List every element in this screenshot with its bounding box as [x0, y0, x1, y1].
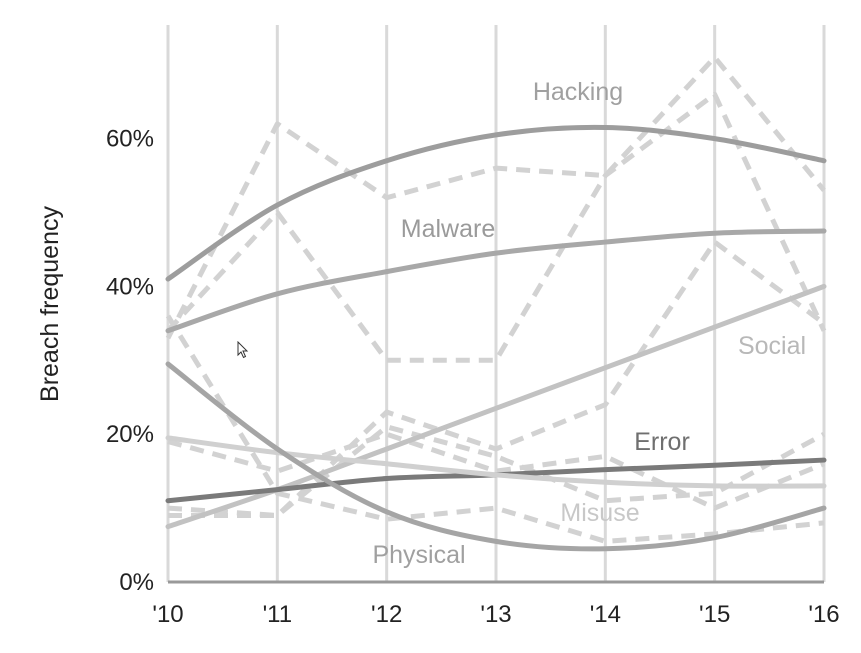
y-tick-40: 40% — [106, 273, 154, 300]
series-label-misuse: Misuse — [560, 499, 639, 527]
x-tick-6: '16 — [808, 601, 839, 628]
mouse-pointer-icon — [237, 341, 249, 359]
series-labels: Hacking Malware Social Error Misuse Physical — [372, 78, 806, 569]
observed-series — [165, 54, 827, 544]
trend-line-physical — [165, 361, 827, 552]
y-tick-60: 60% — [106, 126, 154, 153]
trend-line-hacking — [165, 124, 827, 282]
observed-line-social — [167, 239, 826, 518]
y-axis-label: Breach frequency — [36, 206, 64, 402]
y-tick-20: 20% — [106, 421, 154, 448]
observed-line-hacking — [165, 54, 826, 340]
x-tick-3: '13 — [480, 601, 511, 628]
trend-series — [165, 124, 827, 552]
series-label-error: Error — [634, 428, 690, 456]
series-label-social: Social — [738, 332, 806, 360]
series-label-hacking: Hacking — [533, 78, 623, 106]
y-tick-0: 0% — [119, 569, 154, 596]
x-tick-0: '10 — [152, 601, 183, 628]
x-tick-2: '12 — [371, 601, 402, 628]
x-tick-1: '11 — [263, 601, 293, 628]
x-tick-4: '14 — [590, 601, 621, 628]
observed-line-physical — [165, 314, 825, 544]
gridlines — [166, 25, 826, 582]
x-tick-labels: '10 '11 '12 '13 '14 '15 '16 — [152, 601, 839, 628]
observed-line-misuse — [167, 431, 825, 511]
trend-line-misuse — [165, 435, 827, 489]
series-label-physical: Physical — [372, 541, 465, 569]
observed-line-malware — [166, 91, 827, 363]
series-label-malware: Malware — [401, 215, 495, 243]
x-tick-5: '15 — [699, 601, 730, 628]
trend-line-malware — [165, 228, 827, 334]
y-tick-labels: 0% 20% 40% 60% — [106, 126, 154, 596]
